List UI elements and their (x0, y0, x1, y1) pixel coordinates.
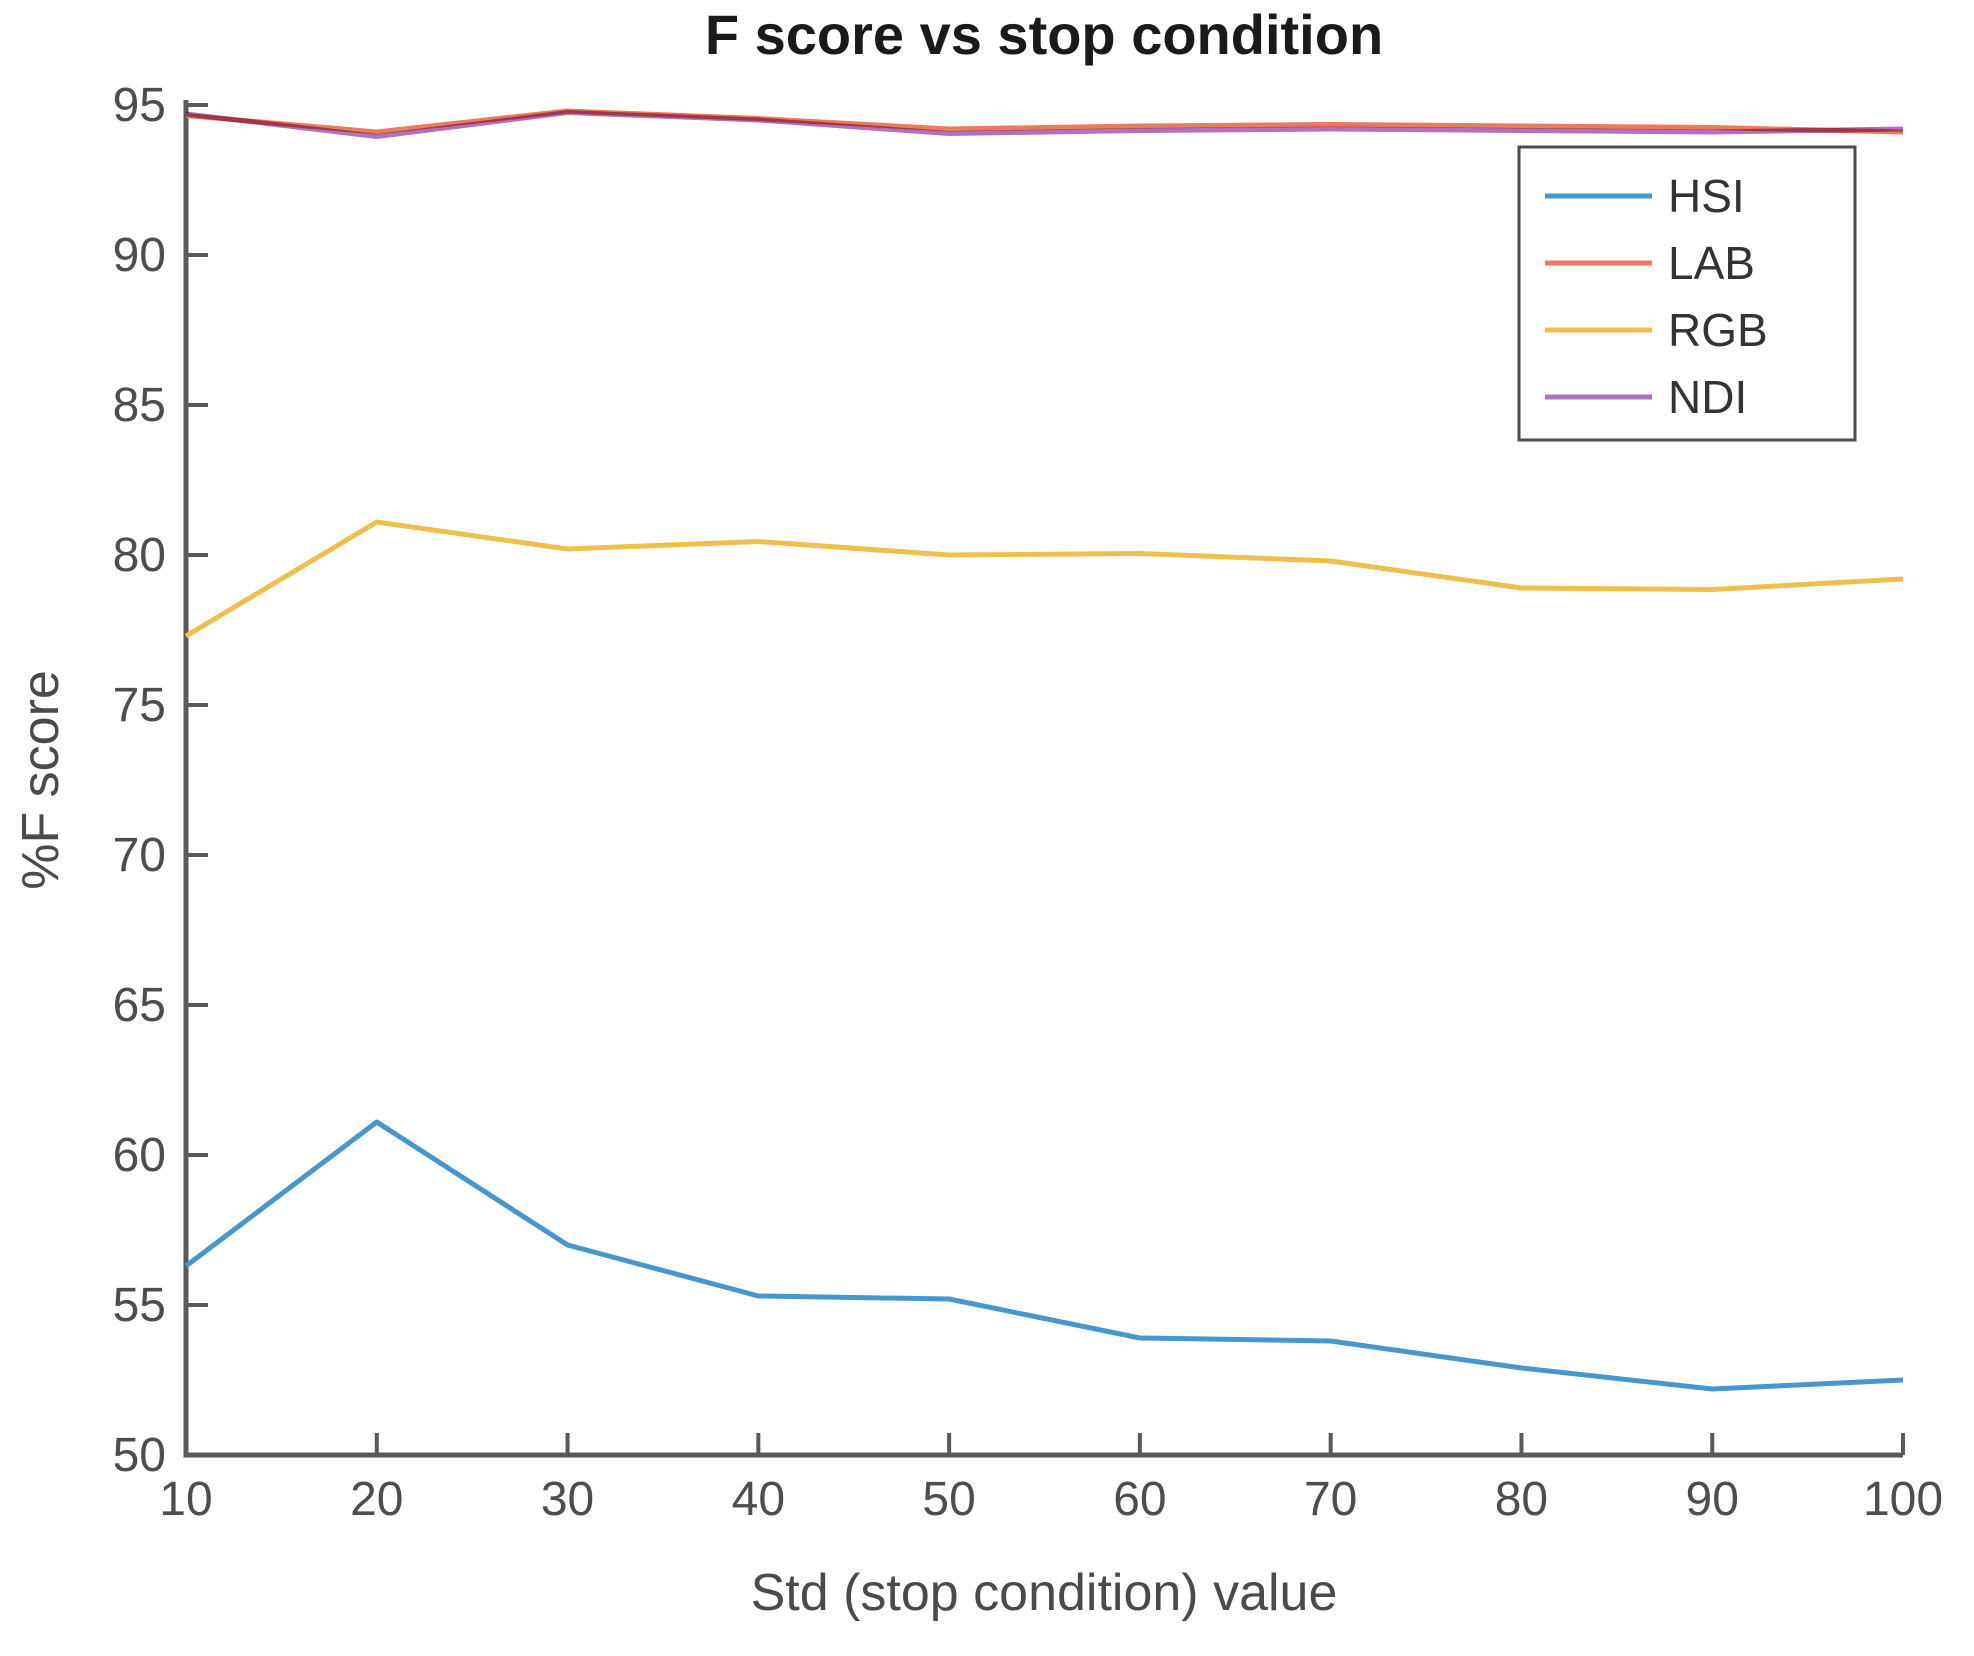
series-line-rgb (184, 519, 1904, 639)
y-axis-label: %F score (12, 670, 70, 890)
y-tick-label: 75 (113, 679, 166, 732)
legend-label-lab: LAB (1668, 237, 1755, 289)
y-tick-label: 60 (113, 1129, 166, 1182)
series-line-lab (185, 108, 1904, 135)
legend-label-ndi: NDI (1668, 371, 1747, 423)
x-axis-label: Std (stop condition) value (751, 1564, 1338, 1622)
x-tick-label: 30 (541, 1473, 594, 1526)
legend-item-rgb: RGB (1545, 304, 1768, 356)
y-tick-label: 65 (113, 979, 166, 1032)
y-tick-label: 50 (113, 1429, 166, 1482)
y-axis-ticks: 50 55 60 65 70 75 80 85 90 95 (113, 79, 208, 1482)
series-line-hsi (184, 1119, 1904, 1392)
legend-item-lab: LAB (1545, 237, 1755, 289)
y-tick-label: 95 (113, 79, 166, 132)
x-tick-label: 40 (732, 1473, 785, 1526)
x-tick-label: 60 (1113, 1473, 1166, 1526)
y-tick-label: 80 (113, 529, 166, 582)
y-tick-label: 55 (113, 1279, 166, 1332)
legend-label-hsi: HSI (1668, 170, 1745, 222)
x-tick-label: 20 (350, 1473, 403, 1526)
y-tick-label: 85 (113, 379, 166, 432)
y-tick-label: 70 (113, 829, 166, 882)
x-tick-label: 100 (1863, 1473, 1943, 1526)
x-tick-label: 70 (1304, 1473, 1357, 1526)
legend-label-rgb: RGB (1668, 304, 1768, 356)
x-tick-label: 10 (159, 1473, 212, 1526)
x-tick-label: 80 (1495, 1473, 1548, 1526)
x-tick-label: 90 (1686, 1473, 1739, 1526)
legend: HSI LAB RGB NDI (1517, 145, 1857, 442)
legend-item-ndi: NDI (1545, 371, 1747, 423)
legend-item-hsi: HSI (1545, 170, 1745, 222)
plot-lines (184, 108, 1904, 1392)
y-tick-label: 90 (113, 229, 166, 282)
series-line-ndi (185, 110, 1904, 139)
chart-title: F score vs stop condition (705, 3, 1383, 66)
x-axis-ticks: 10 20 30 40 50 60 70 80 90 100 (159, 1433, 1943, 1526)
x-tick-label: 50 (922, 1473, 975, 1526)
